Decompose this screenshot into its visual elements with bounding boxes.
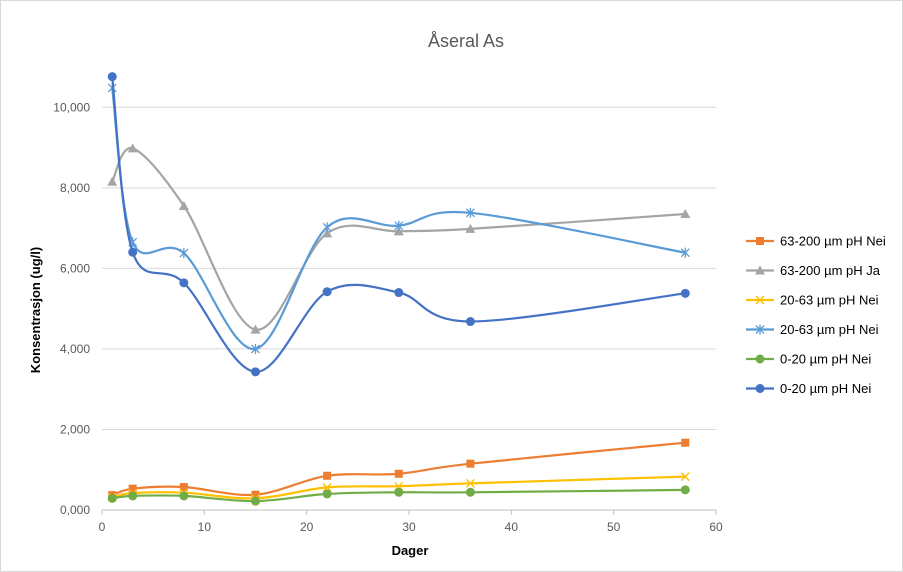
- data-point: [680, 247, 690, 258]
- y-tick-label: 10,000: [53, 100, 90, 114]
- y-tick-label: 4,000: [60, 342, 90, 356]
- data-point: [107, 176, 118, 186]
- x-tick-label: 10: [198, 520, 212, 534]
- legend-label: 20-63 µm pH Nei: [780, 293, 879, 308]
- legend-item: 0-20 µm pH Nei: [746, 352, 871, 367]
- data-point: [394, 220, 404, 231]
- data-point: [322, 482, 332, 492]
- data-point: [179, 278, 189, 288]
- legend-marker: [755, 384, 765, 393]
- legend-label: 0-20 µm pH Nei: [780, 381, 871, 396]
- legend-item: 20-63 µm pH Nei: [746, 293, 879, 308]
- data-point: [465, 478, 475, 488]
- legend-item: 20-63 µm pH Nei: [746, 322, 879, 337]
- y-tick-label: 6,000: [60, 261, 90, 275]
- data-point: [465, 207, 475, 218]
- legend-marker: [755, 265, 765, 275]
- data-point: [251, 343, 260, 354]
- data-point: [322, 287, 332, 297]
- data-point: [322, 489, 332, 499]
- data-point: [323, 471, 332, 480]
- data-point: [128, 247, 138, 257]
- legend-item: 63-200 µm pH Ja: [746, 263, 881, 278]
- data-point: [393, 226, 404, 236]
- y-axis-title: Konsentrasjon (ug/l): [28, 247, 43, 373]
- y-tick-label: 0,000: [60, 503, 90, 517]
- x-tick-label: 0: [99, 520, 106, 534]
- data-point: [107, 493, 117, 503]
- data-point: [680, 472, 690, 482]
- series-line: [111, 441, 687, 497]
- data-point: [179, 491, 189, 501]
- data-point: [680, 288, 690, 298]
- legend-label: 20-63 µm pH Nei: [780, 322, 879, 337]
- x-tick-label: 20: [300, 520, 314, 534]
- data-point: [250, 324, 261, 334]
- data-point: [179, 483, 188, 492]
- legend: 63-200 µm pH Nei 63-200 µm pH Ja 20-63 µm …: [746, 234, 886, 396]
- data-point: [179, 248, 189, 259]
- chart-title: Åseral As: [428, 31, 504, 51]
- legend-label: 63-200 µm pH Ja: [780, 263, 881, 278]
- y-tick-label: 8,000: [60, 181, 90, 195]
- legend-marker: [756, 237, 764, 245]
- series-group: [107, 72, 691, 506]
- data-point: [322, 228, 333, 238]
- x-axis-title: Dager: [392, 543, 429, 558]
- data-point: [680, 208, 691, 218]
- legend-item: 0-20 µm pH Nei: [746, 381, 871, 396]
- data-point: [128, 484, 137, 493]
- data-point: [394, 469, 403, 478]
- data-point: [466, 459, 475, 468]
- legend-marker: [755, 354, 765, 364]
- data-point: [465, 223, 476, 233]
- legend-label: 63-200 µm pH Nei: [780, 234, 886, 249]
- data-point: [465, 317, 475, 327]
- x-tick-label: 50: [607, 520, 621, 534]
- x-tick-label: 60: [709, 520, 723, 534]
- legend-marker: [755, 295, 765, 305]
- data-point: [322, 222, 332, 233]
- data-point: [680, 485, 690, 495]
- series-5: [107, 485, 690, 506]
- data-point: [394, 288, 404, 298]
- data-point: [465, 487, 475, 497]
- data-point: [178, 200, 189, 210]
- data-point: [681, 438, 690, 447]
- legend-label: 0-20 µm pH Nei: [780, 352, 871, 367]
- legend-marker: [755, 324, 765, 335]
- data-point: [128, 491, 138, 501]
- x-tick-label: 40: [505, 520, 519, 534]
- data-point: [251, 367, 260, 377]
- data-point: [394, 487, 404, 497]
- data-point: [127, 143, 138, 153]
- x-tick-label: 30: [402, 520, 416, 534]
- data-point: [251, 490, 260, 499]
- data-point: [107, 72, 117, 82]
- series-6: [107, 72, 690, 377]
- axes: 0,000 2,000 4,000 6,000 8,000 10,000 0 10 20 30 40…: [53, 100, 723, 534]
- legend-item: 63-200 µm pH Nei: [746, 234, 886, 249]
- y-tick-label: 2,000: [60, 422, 90, 436]
- data-point: [251, 496, 260, 506]
- series-4: [107, 82, 690, 354]
- series-line: [111, 475, 687, 500]
- gridlines: [102, 106, 716, 430]
